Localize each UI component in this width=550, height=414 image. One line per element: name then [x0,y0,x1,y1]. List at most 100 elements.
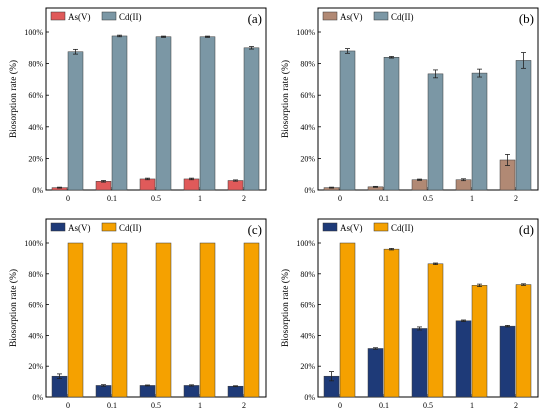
legend-swatch-cdii [101,11,117,21]
legend-swatch-asv [322,11,338,21]
bar-asv-2 [499,325,516,398]
y-tick-label: 100% [296,28,315,37]
legend-swatch-cdii [101,222,117,232]
bar-asv-0.1 [95,385,112,398]
y-tick-label: 80% [300,270,315,279]
bar-asv-0.5 [411,179,428,191]
bar-cdii-1 [199,36,216,191]
y-tick-label: 0% [304,393,315,402]
panel-label: (b) [519,11,534,26]
x-tick-label: 0 [338,194,342,203]
legend-swatch-cdii [373,222,389,232]
bar-cdii-0 [339,242,356,398]
chart-panel-c: 0% 20% 40% 60% 80% 100% Biosorption rate (%) 0 0… [8,218,267,410]
y-tick-label: 40% [28,331,43,340]
x-tick-label: 2 [514,401,518,410]
y-tick-label: 0% [32,393,43,402]
bar-cdii-0.5 [155,242,172,398]
y-tick-label: 0% [32,186,43,195]
x-tick-label: 0.1 [379,194,389,203]
bar-asv-1 [455,320,472,398]
x-tick-label: 1 [470,401,474,410]
bar-asv-0.1 [367,348,384,398]
legend-label: Cd(II) [119,223,142,233]
panel-label: (a) [248,11,262,26]
y-tick-label: 20% [300,154,315,163]
y-tick-label: 100% [24,239,43,248]
y-tick-label: 40% [300,123,315,132]
legend-swatch-asv [50,11,66,21]
y-tick-label: 20% [28,154,43,163]
y-tick-label: 80% [28,60,43,69]
x-tick-label: 0.5 [423,194,433,203]
panel-label: (c) [248,222,262,237]
x-tick-label: 0.5 [151,194,161,203]
bar-cdii-2 [243,242,260,398]
bar-asv-0 [51,375,68,398]
bar-cdii-0.5 [155,36,172,191]
x-tick-label: 1 [198,194,202,203]
y-tick-label: 60% [28,301,43,310]
y-tick-label: 80% [300,60,315,69]
x-tick-label: 0.5 [423,401,433,410]
bar-cdii-0.5 [427,263,444,398]
bar-cdii-2 [243,47,260,191]
legend-label: As(V) [340,12,363,22]
bar-cdii-0 [67,242,84,398]
x-tick-label: 0.5 [151,401,161,410]
bar-cdii-1 [471,285,488,398]
y-tick-label: 20% [28,362,43,371]
bar-asv-1 [455,179,472,191]
y-axis-label: Biosorption rate (%) [280,269,291,347]
x-tick-label: 0 [338,401,342,410]
bar-asv-2 [227,180,244,191]
legend-swatch-cdii [373,11,389,21]
legend-label: As(V) [68,12,91,22]
legend-label: As(V) [340,223,363,233]
legend-label: As(V) [68,223,91,233]
bar-cdii-1 [199,242,216,398]
y-axis-label: Biosorption rate (%) [8,269,19,347]
y-tick-label: 80% [28,270,43,279]
bar-asv-0.5 [411,328,428,398]
x-tick-label: 0.1 [379,401,389,410]
y-tick-label: 0% [304,186,315,195]
bar-cdii-0.1 [111,35,128,191]
bar-asv-2 [227,385,244,398]
y-tick-label: 40% [300,331,315,340]
y-tick-label: 100% [24,28,43,37]
bar-asv-1 [183,385,200,398]
bar-cdii-0 [339,50,356,191]
legend-swatch-asv [322,222,338,232]
bar-cdii-0 [67,51,84,191]
y-axis-label: Biosorption rate (%) [280,60,291,138]
x-tick-label: 2 [242,194,246,203]
y-tick-label: 100% [296,239,315,248]
panel-label: (d) [519,222,534,237]
bar-asv-0.5 [139,178,156,191]
bar-asv-0.1 [95,181,112,191]
chart-panel-a: 0% 20% 40% 60% 80% 100% Biosorption rate (%) 0 0… [8,7,267,203]
x-tick-label: 0.1 [107,194,117,203]
x-tick-label: 1 [470,194,474,203]
legend-label: Cd(II) [391,223,414,233]
x-tick-label: 0 [66,194,70,203]
bar-cdii-0.5 [427,73,444,191]
x-tick-label: 0.1 [107,401,117,410]
x-tick-label: 0 [66,401,70,410]
bar-cdii-2 [515,284,532,398]
y-tick-label: 60% [28,91,43,100]
x-tick-label: 1 [198,401,202,410]
x-tick-label: 2 [242,401,246,410]
chart-panel-d: 0% 20% 40% 60% 80% 100% Biosorption rate (%) 0 0… [280,218,539,410]
bar-cdii-0.1 [383,248,400,398]
y-axis-label: Biosorption rate (%) [8,60,19,138]
y-tick-label: 20% [300,362,315,371]
bar-cdii-0.1 [111,242,128,398]
y-tick-label: 60% [300,91,315,100]
legend-label: Cd(II) [119,12,142,22]
bar-asv-1 [183,178,200,191]
bar-cdii-2 [515,60,532,191]
legend-swatch-asv [50,222,66,232]
